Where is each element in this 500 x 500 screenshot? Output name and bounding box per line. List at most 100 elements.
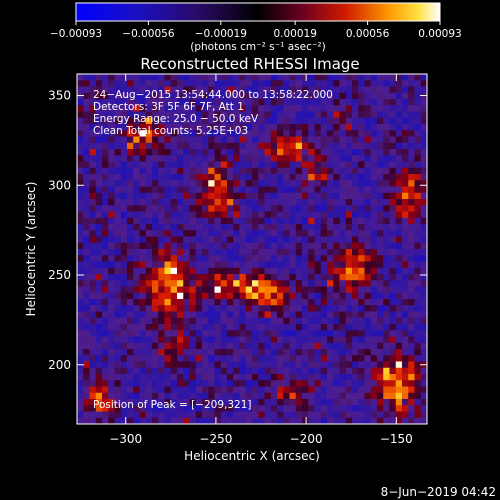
heatmap-cell	[252, 99, 259, 106]
heatmap-cell	[364, 355, 372, 362]
heatmap-cell	[195, 74, 203, 81]
heatmap-cell	[145, 117, 153, 125]
heatmap-cell	[102, 255, 109, 262]
heatmap-cell	[214, 311, 222, 319]
heatmap-cell	[252, 105, 259, 112]
heatmap-cell	[402, 155, 409, 162]
heatmap-cell	[414, 274, 422, 281]
heatmap-cell	[395, 224, 403, 231]
heatmap-cell	[270, 249, 278, 256]
heatmap-cell	[327, 336, 334, 344]
heatmap-cell	[145, 174, 153, 181]
heatmap-cell	[402, 174, 409, 181]
heatmap-cell	[183, 74, 190, 81]
heatmap-cell	[283, 299, 290, 306]
heatmap-cell	[83, 367, 90, 375]
heatmap-cell	[214, 361, 222, 369]
heatmap-cell	[264, 230, 272, 237]
heatmap-cell	[258, 342, 265, 350]
heatmap-cell	[108, 74, 115, 81]
heatmap-cell	[383, 236, 390, 244]
heatmap-cell	[395, 192, 403, 200]
heatmap-cell	[227, 405, 234, 412]
heatmap-cell	[395, 355, 403, 362]
heatmap-cell	[414, 124, 422, 131]
heatmap-cell	[352, 99, 359, 106]
heatmap-cell	[177, 211, 184, 219]
heatmap-cell	[145, 255, 153, 262]
heatmap-cell	[233, 242, 240, 250]
heatmap-cell	[152, 399, 159, 406]
heatmap-cell	[89, 174, 97, 181]
heatmap-cell	[170, 280, 178, 287]
heatmap-cell	[108, 136, 115, 144]
heatmap-cell	[214, 167, 222, 175]
heatmap-cell	[108, 167, 115, 175]
heatmap-cell	[277, 392, 284, 400]
heatmap-cell	[214, 236, 222, 244]
heatmap-cell	[220, 124, 228, 131]
heatmap-cell	[264, 367, 272, 375]
heatmap-cell	[370, 180, 378, 187]
heatmap-cell	[89, 286, 97, 294]
heatmap-cell	[370, 86, 378, 94]
heatmap-cell	[364, 99, 372, 106]
heatmap-cell	[158, 311, 165, 319]
y-axis-label: Heliocentric Y (arcsec)	[24, 182, 38, 317]
heatmap-cell	[339, 267, 347, 275]
heatmap-cell	[264, 149, 272, 156]
heatmap-cell	[158, 161, 165, 169]
heatmap-cell	[383, 186, 390, 194]
heatmap-cell	[214, 374, 222, 381]
heatmap-cell	[339, 217, 347, 225]
heatmap-cell	[114, 292, 122, 300]
heatmap-cell	[345, 324, 353, 331]
heatmap-cell	[308, 236, 315, 244]
heatmap-cell	[145, 324, 153, 331]
heatmap-cell	[370, 249, 378, 256]
heatmap-cell	[414, 374, 422, 381]
heatmap-cell	[402, 324, 409, 331]
heatmap-cell	[302, 267, 309, 275]
heatmap-cell	[270, 149, 278, 156]
heatmap-cell	[352, 299, 359, 306]
heatmap-cell	[195, 111, 203, 119]
heatmap-cell	[214, 161, 222, 169]
heatmap-cell	[245, 174, 253, 181]
heatmap-cell	[395, 149, 403, 156]
heatmap-cell	[345, 267, 353, 275]
heatmap-cell	[395, 349, 403, 356]
heatmap-cell	[202, 274, 209, 281]
heatmap-cell	[108, 330, 115, 337]
heatmap-cell	[270, 330, 278, 337]
heatmap-cell	[358, 217, 365, 225]
heatmap-cell	[208, 242, 215, 250]
heatmap-cell	[358, 305, 365, 312]
heatmap-cell	[89, 224, 97, 231]
heatmap-cell	[420, 74, 428, 81]
heatmap-cell	[133, 324, 140, 331]
heatmap-cell	[183, 224, 190, 231]
heatmap-cell	[77, 142, 84, 150]
heatmap-cell	[389, 286, 397, 294]
heatmap-cell	[389, 399, 397, 406]
heatmap-cell	[252, 317, 259, 325]
heatmap-cell	[320, 105, 328, 112]
heatmap-cell	[295, 292, 303, 300]
heatmap-cell	[170, 386, 178, 394]
heatmap-cell	[164, 174, 172, 181]
heatmap-cell	[102, 230, 109, 237]
heatmap-cell	[377, 105, 384, 112]
heatmap-cell	[270, 280, 278, 287]
heatmap-cell	[358, 386, 365, 394]
heatmap-cell	[145, 92, 153, 100]
heatmap-cell	[339, 317, 347, 325]
heatmap-cell	[395, 386, 403, 394]
heatmap-cell	[295, 105, 303, 112]
heatmap-cell	[227, 280, 234, 287]
heatmap-cell	[302, 105, 309, 112]
heatmap-cell	[270, 299, 278, 306]
heatmap-cell	[308, 249, 315, 256]
heatmap-cell	[302, 224, 309, 231]
heatmap-cell	[164, 155, 172, 162]
